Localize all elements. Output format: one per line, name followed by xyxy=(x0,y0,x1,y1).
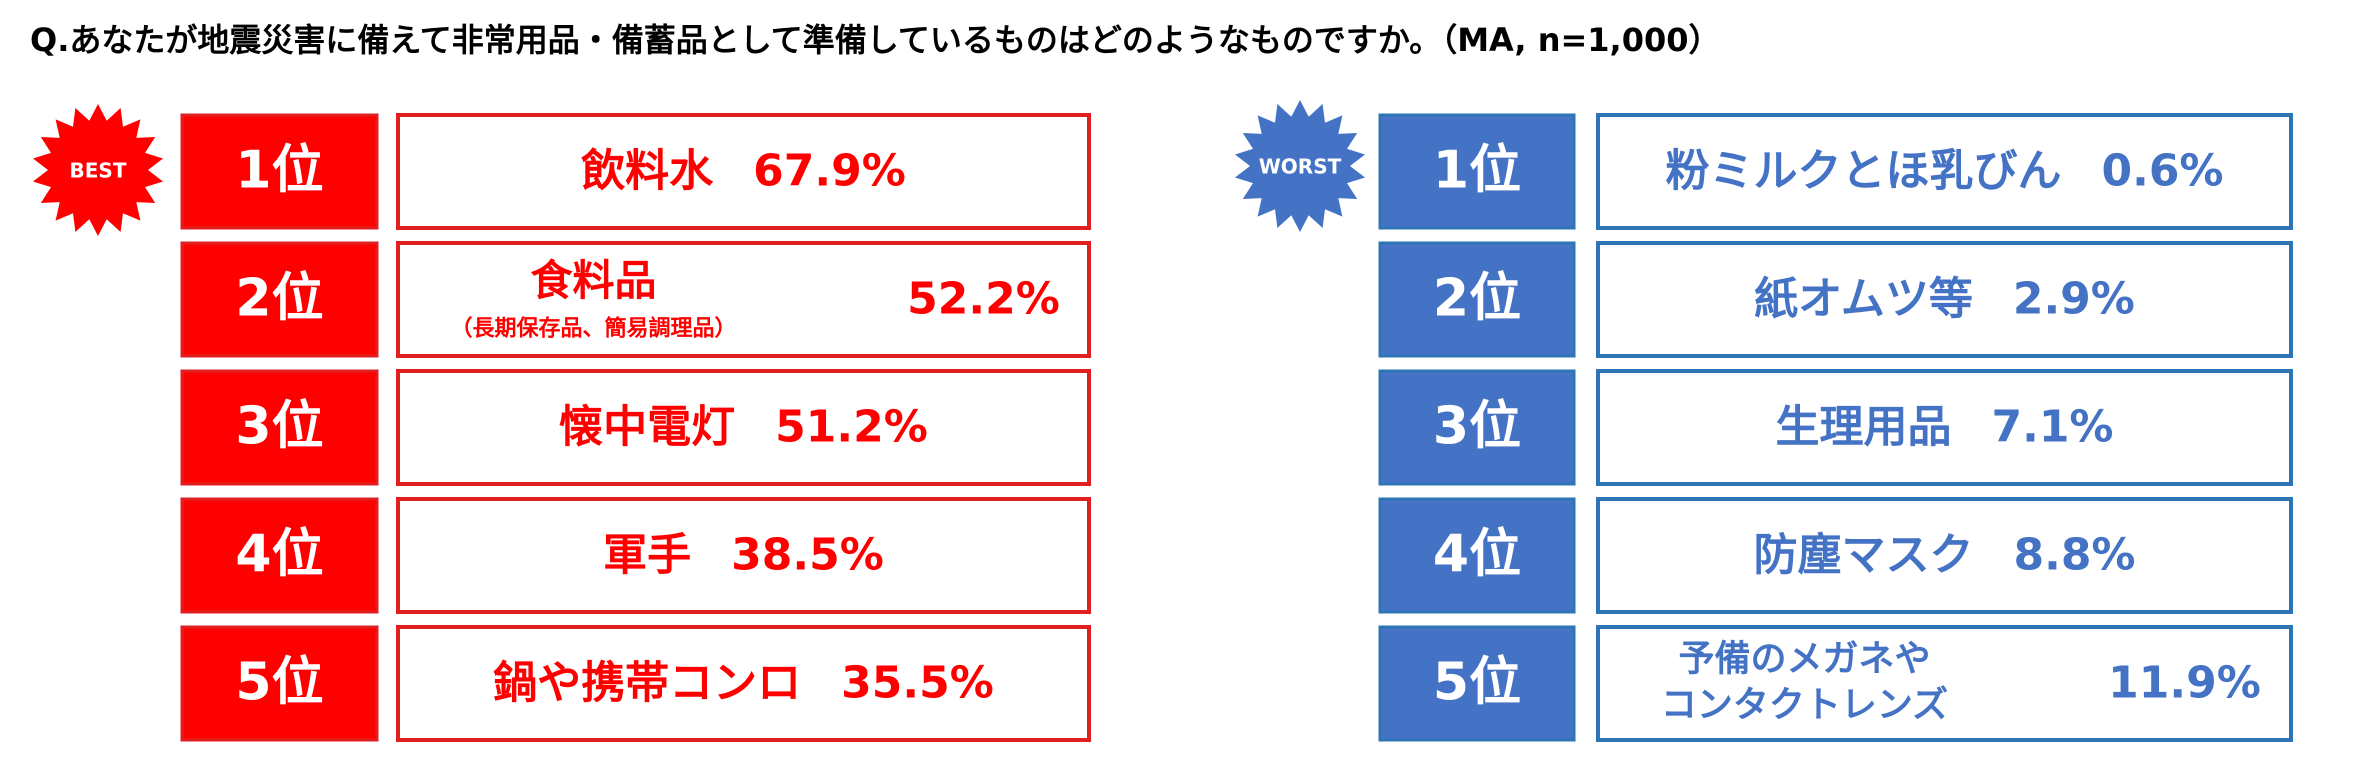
item-box xyxy=(396,625,1091,742)
item-value: 52.2% xyxy=(907,274,1060,325)
item-text: 生理用品 7.1% xyxy=(1775,402,2113,453)
badge-star xyxy=(1235,100,1365,232)
item-box xyxy=(1596,497,2293,614)
item-box xyxy=(1596,241,2293,358)
badge-label: BEST xyxy=(70,159,127,183)
item-value: 0.6% xyxy=(2101,146,2223,197)
rank-box xyxy=(1378,241,1576,358)
item-box xyxy=(1596,625,2293,742)
rank: 3位 xyxy=(1433,397,1521,457)
item-box xyxy=(396,113,1091,230)
item-label: 懐中電灯 xyxy=(559,402,735,453)
item-text: 軍手 38.5% xyxy=(603,530,884,581)
item-value: 8.8% xyxy=(2013,530,2135,581)
rank-box xyxy=(1378,113,1576,230)
item-value: 51.2% xyxy=(775,402,928,453)
item-value: 11.9% xyxy=(2108,658,2261,709)
rank: 2位 xyxy=(235,269,323,329)
item-value: 35.5% xyxy=(841,658,994,709)
item-value: 7.1% xyxy=(1991,402,2113,453)
item-text: 粉ミルクとほ乳びん 0.6% xyxy=(1665,146,2223,197)
rank: 4位 xyxy=(1433,525,1521,585)
item-box xyxy=(396,241,1091,358)
item-label: 食料品 xyxy=(530,256,656,305)
item-text: 紙オムツ等 2.9% xyxy=(1754,274,2135,325)
badge-star xyxy=(33,104,163,236)
item-label: 軍手 xyxy=(603,530,691,581)
rank: 4位 xyxy=(235,525,323,585)
item-value: 38.5% xyxy=(731,530,884,581)
rank-box xyxy=(180,241,379,358)
rank: 5位 xyxy=(1433,653,1521,713)
rank: 1位 xyxy=(1433,141,1521,201)
item-text: 飲料水 67.9% xyxy=(581,146,906,197)
item-box xyxy=(1596,113,2293,230)
item-label: 粉ミルクとほ乳びん xyxy=(1665,146,2061,197)
rank-box xyxy=(180,497,379,614)
item-label: 生理用品 xyxy=(1775,402,1951,453)
item-label: 予備のメガネや xyxy=(1678,639,1930,680)
rank: 5位 xyxy=(235,653,323,713)
rank-box xyxy=(180,625,379,742)
item-label: コンタクトレンズ xyxy=(1661,684,1948,726)
badge-label: WORST xyxy=(1259,155,1342,179)
item-label: 鍋や携帯コンロ xyxy=(493,658,801,709)
rank-box xyxy=(180,369,379,486)
item-label: 紙オムツ等 xyxy=(1754,274,1973,325)
rank-box xyxy=(1378,497,1576,614)
question: Q.あなたが地震災害に備えて非常用品・備蓄品として準備しているものはどのようなも… xyxy=(30,21,1721,59)
rank: 2位 xyxy=(1433,269,1521,329)
rank: 1位 xyxy=(235,141,323,201)
item-box xyxy=(1596,369,2293,486)
item-note: （長期保存品、簡易調理品） xyxy=(450,316,736,342)
item-text: 懐中電灯 51.2% xyxy=(559,402,928,453)
rank-box xyxy=(1378,625,1576,742)
rank: 3位 xyxy=(235,397,323,457)
item-value: 67.9% xyxy=(753,146,906,197)
item-text: 防塵マスク 8.8% xyxy=(1753,530,2135,581)
item-value: 2.9% xyxy=(2013,274,2135,325)
rank-box xyxy=(1378,369,1576,486)
item-text: 鍋や携帯コンロ 35.5% xyxy=(493,658,994,709)
item-box xyxy=(396,497,1091,614)
item-box xyxy=(396,369,1091,486)
rank-box xyxy=(180,113,379,230)
item-label: 飲料水 xyxy=(581,146,714,197)
item-label: 防塵マスク xyxy=(1753,530,1973,581)
